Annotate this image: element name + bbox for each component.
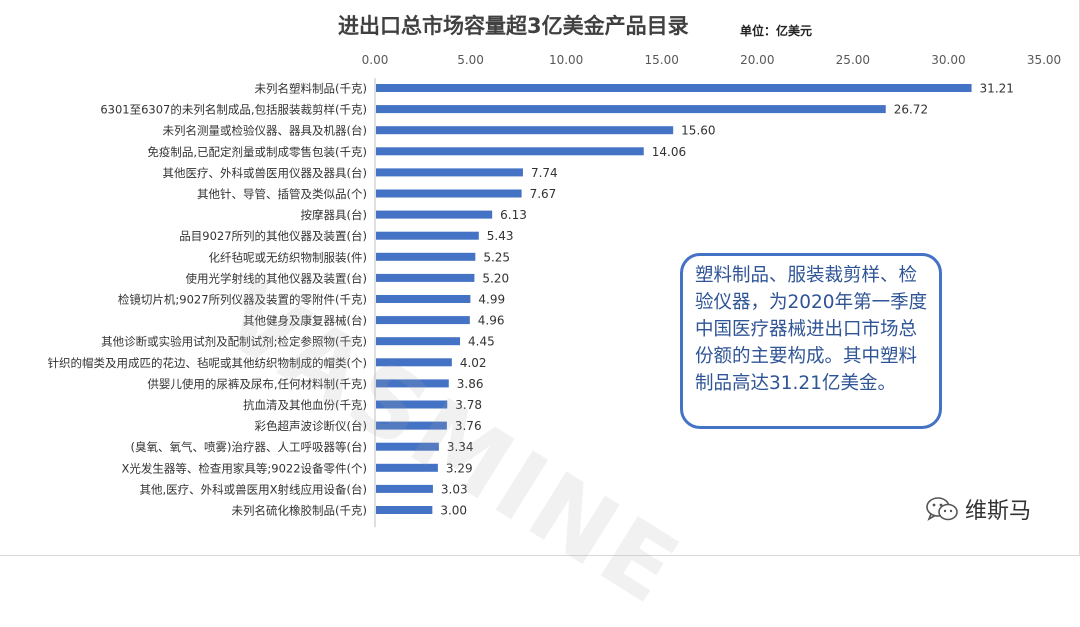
- x-tick-label: 5.00: [457, 53, 484, 67]
- bar: [376, 442, 439, 451]
- category-label: 化纤毡呢或无纺织物制服装(件): [209, 250, 367, 264]
- bar: [376, 252, 476, 261]
- category-label: 未列名塑料制品(千克): [255, 82, 367, 96]
- data-label: 3.76: [455, 419, 482, 433]
- data-label: 6.13: [500, 208, 527, 222]
- category-label: 针织的帽类及用成匹的花边、毡呢或其他纺织物制成的帽类(个): [48, 356, 367, 370]
- x-tick-label: 35.00: [1027, 53, 1061, 67]
- brand: 维斯马: [925, 493, 1031, 525]
- category-label: X光发生器等、检查用家具等;9022设备零件(个): [122, 461, 368, 475]
- bar: [376, 147, 644, 156]
- data-label: 7.67: [530, 187, 557, 201]
- bar: [376, 400, 448, 409]
- bar: [376, 210, 493, 219]
- data-label: 3.78: [455, 398, 482, 412]
- data-label: 14.06: [652, 145, 686, 159]
- data-label: 3.03: [441, 482, 468, 496]
- data-label: 3.86: [457, 377, 484, 391]
- bar: [376, 463, 438, 472]
- bar: [376, 421, 447, 430]
- bar: [376, 189, 522, 198]
- data-label: 4.96: [478, 314, 505, 328]
- bar-chart: 0.00 5.00 10.00 15.00 20.00 25.00 30.00 35.00 31…: [48, 53, 1061, 528]
- category-label: 其他诊断或实验用试剂及配制试剂;检定参照物(千克): [101, 335, 367, 349]
- callout-box: 塑料制品、服装裁剪样、检验仪器，为2020年第一季度中国医疗器械进出口市场总份额…: [680, 253, 942, 429]
- bar: [376, 273, 475, 282]
- bar: [376, 126, 674, 135]
- category-label: 其他健身及康复器械(台): [243, 314, 367, 328]
- bar: [376, 105, 886, 114]
- category-label: 其他医疗、外科或兽医用仪器及器具(台): [163, 166, 367, 180]
- bar: [376, 231, 479, 240]
- data-label: 4.02: [460, 356, 487, 370]
- bar: [376, 84, 972, 92]
- data-label: 4.99: [478, 293, 505, 307]
- category-label: 品目9027所列的其他仪器及装置(台): [179, 229, 367, 243]
- data-label: 7.74: [531, 166, 558, 180]
- data-label: 3.29: [446, 461, 473, 475]
- category-label: 6301至6307的未列名制成品,包括服装裁剪样(千克): [100, 103, 367, 117]
- category-label: 供婴儿使用的尿裤及尿布,任何材料制(千克): [147, 377, 367, 391]
- category-label: 检镜切片机;9027所列仪器及装置的零附件(千克): [118, 293, 367, 307]
- bar: [376, 337, 461, 346]
- x-tick-label: 0.00: [362, 53, 389, 67]
- x-tick-label: 15.00: [645, 53, 679, 67]
- x-tick-label: 30.00: [931, 53, 965, 67]
- x-tick-label: 10.00: [549, 53, 583, 67]
- bar: [376, 379, 449, 388]
- x-tick-label: 20.00: [740, 53, 774, 67]
- category-label: 其他,医疗、外科或兽医用X射线应用设备(台): [139, 482, 367, 496]
- data-label: 15.60: [681, 124, 715, 138]
- chart-title: 进出口总市场容量超3亿美金产品目录: [338, 14, 689, 38]
- data-label: 3.00: [440, 504, 467, 518]
- category-label: 未列名硫化橡胶制品(千克): [232, 504, 367, 518]
- category-label: 免疫制品,已配定剂量或制成零售包装(千克): [147, 145, 367, 159]
- callout-text: 塑料制品、服装裁剪样、检验仪器，为2020年第一季度中国医疗器械进出口市场总份额…: [695, 265, 928, 394]
- data-label: 5.43: [487, 229, 514, 243]
- category-label: 其他针、导管、插管及类似品(个): [197, 187, 367, 201]
- data-label: 31.21: [980, 82, 1014, 96]
- bar: [376, 168, 523, 177]
- data-label: 5.20: [482, 271, 509, 285]
- brand-name: 维斯马: [965, 499, 1032, 524]
- category-label: 未列名测量或检验仪器、器具及机器(台): [163, 124, 367, 138]
- category-label: 使用光学射线的其他仪器及装置(台): [186, 271, 367, 285]
- data-label: 3.34: [447, 440, 474, 454]
- data-label: 4.45: [468, 335, 495, 349]
- category-label: 按摩器具(台): [301, 208, 367, 222]
- category-label: 彩色超声波诊断仪(台): [255, 419, 367, 433]
- bar: [376, 316, 470, 325]
- bar: [376, 506, 433, 514]
- bar: [376, 295, 471, 303]
- category-label: 抗血清及其他血份(千克): [243, 398, 367, 412]
- wechat-icon: [926, 497, 958, 521]
- category-label: (臭氧、氧气、喷雾)治疗器、人工呼吸器等(台): [131, 440, 367, 454]
- unit-label: 单位：亿美元: [740, 24, 813, 38]
- x-tick-label: 25.00: [836, 53, 870, 67]
- data-label: 5.25: [483, 250, 510, 264]
- bar: [376, 484, 433, 493]
- bar: [376, 358, 452, 367]
- data-label: 26.72: [894, 103, 928, 117]
